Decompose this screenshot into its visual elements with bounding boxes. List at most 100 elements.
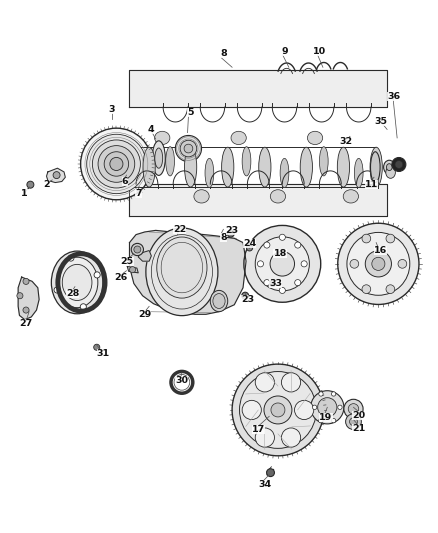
Text: 6: 6 bbox=[122, 177, 128, 186]
Ellipse shape bbox=[242, 147, 251, 176]
Polygon shape bbox=[46, 168, 65, 183]
Text: 35: 35 bbox=[374, 117, 387, 126]
Circle shape bbox=[110, 157, 123, 171]
Circle shape bbox=[247, 245, 253, 251]
Circle shape bbox=[227, 230, 234, 237]
Text: 23: 23 bbox=[226, 226, 239, 235]
Circle shape bbox=[279, 287, 286, 294]
Circle shape bbox=[92, 140, 141, 188]
Ellipse shape bbox=[62, 264, 92, 301]
Ellipse shape bbox=[155, 131, 170, 144]
Ellipse shape bbox=[213, 294, 225, 309]
Circle shape bbox=[232, 364, 324, 456]
Circle shape bbox=[23, 278, 29, 285]
Text: 10: 10 bbox=[313, 47, 326, 56]
Ellipse shape bbox=[166, 147, 174, 176]
Ellipse shape bbox=[280, 158, 289, 188]
Text: 20: 20 bbox=[352, 411, 365, 420]
Circle shape bbox=[267, 469, 275, 477]
Polygon shape bbox=[130, 70, 387, 107]
Circle shape bbox=[398, 260, 407, 268]
Text: 24: 24 bbox=[243, 239, 256, 248]
Polygon shape bbox=[130, 184, 387, 216]
Circle shape bbox=[346, 414, 361, 430]
Ellipse shape bbox=[354, 158, 363, 188]
Ellipse shape bbox=[270, 190, 286, 203]
Ellipse shape bbox=[152, 141, 165, 175]
Circle shape bbox=[94, 344, 100, 350]
Text: 31: 31 bbox=[97, 349, 110, 358]
Ellipse shape bbox=[307, 131, 323, 144]
Circle shape bbox=[244, 225, 321, 302]
Circle shape bbox=[242, 400, 261, 419]
Circle shape bbox=[395, 160, 403, 168]
Text: 8: 8 bbox=[220, 233, 227, 242]
Circle shape bbox=[23, 307, 29, 313]
Circle shape bbox=[332, 392, 336, 396]
Circle shape bbox=[386, 285, 395, 294]
Circle shape bbox=[372, 257, 385, 270]
Ellipse shape bbox=[222, 147, 234, 187]
Circle shape bbox=[319, 418, 323, 423]
Ellipse shape bbox=[194, 190, 209, 203]
Circle shape bbox=[255, 237, 309, 291]
Ellipse shape bbox=[371, 152, 380, 183]
Text: 7: 7 bbox=[135, 189, 141, 198]
Ellipse shape bbox=[146, 228, 218, 316]
Text: 19: 19 bbox=[319, 414, 332, 423]
Text: 17: 17 bbox=[252, 425, 265, 434]
Circle shape bbox=[270, 280, 276, 287]
Text: 36: 36 bbox=[387, 92, 400, 101]
Polygon shape bbox=[18, 277, 39, 320]
Text: 23: 23 bbox=[241, 295, 254, 304]
Circle shape bbox=[365, 251, 392, 277]
Circle shape bbox=[350, 418, 357, 425]
Circle shape bbox=[94, 272, 100, 278]
Circle shape bbox=[279, 234, 286, 240]
Circle shape bbox=[240, 372, 316, 448]
Ellipse shape bbox=[184, 147, 197, 187]
Circle shape bbox=[312, 405, 317, 409]
Circle shape bbox=[311, 391, 344, 424]
Ellipse shape bbox=[319, 147, 328, 176]
Circle shape bbox=[264, 242, 270, 248]
Circle shape bbox=[319, 392, 323, 396]
Text: 16: 16 bbox=[374, 246, 387, 255]
Ellipse shape bbox=[343, 190, 358, 203]
Ellipse shape bbox=[157, 237, 207, 298]
Text: 29: 29 bbox=[138, 310, 152, 319]
Circle shape bbox=[27, 181, 34, 188]
Text: 34: 34 bbox=[258, 480, 272, 489]
Circle shape bbox=[332, 418, 336, 423]
Text: 3: 3 bbox=[109, 105, 115, 114]
Text: 11: 11 bbox=[365, 180, 378, 189]
Text: 33: 33 bbox=[269, 279, 282, 288]
Text: 32: 32 bbox=[339, 137, 352, 146]
Circle shape bbox=[301, 261, 307, 267]
Circle shape bbox=[348, 403, 359, 414]
Ellipse shape bbox=[337, 147, 350, 187]
Circle shape bbox=[184, 144, 193, 153]
Circle shape bbox=[338, 405, 342, 409]
Circle shape bbox=[271, 403, 285, 417]
Ellipse shape bbox=[259, 147, 271, 187]
Text: 5: 5 bbox=[187, 108, 194, 117]
Circle shape bbox=[175, 135, 201, 161]
Ellipse shape bbox=[210, 290, 228, 312]
Circle shape bbox=[130, 266, 136, 273]
Circle shape bbox=[350, 260, 359, 268]
Circle shape bbox=[338, 223, 419, 304]
Circle shape bbox=[17, 293, 23, 299]
Ellipse shape bbox=[205, 158, 214, 188]
Ellipse shape bbox=[386, 164, 392, 171]
Text: 18: 18 bbox=[273, 249, 287, 258]
Text: 22: 22 bbox=[173, 225, 186, 234]
Circle shape bbox=[282, 373, 300, 392]
Polygon shape bbox=[138, 251, 151, 261]
Circle shape bbox=[270, 252, 294, 276]
Circle shape bbox=[318, 398, 337, 417]
Ellipse shape bbox=[155, 148, 162, 168]
Circle shape bbox=[295, 242, 301, 248]
Circle shape bbox=[255, 373, 275, 392]
Text: 4: 4 bbox=[148, 125, 155, 134]
